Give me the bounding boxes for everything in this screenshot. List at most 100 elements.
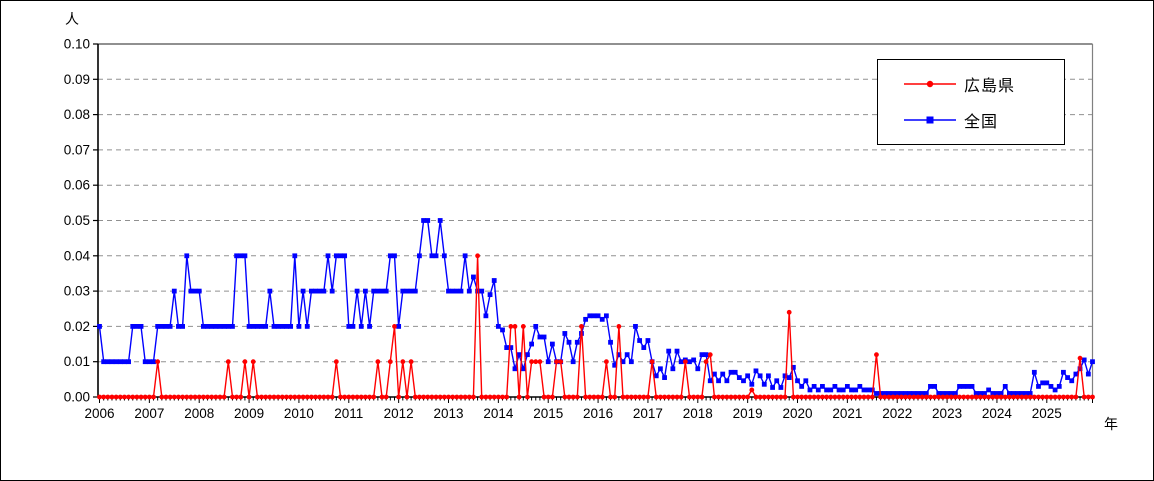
data-point-national — [724, 378, 730, 384]
data-point-hiroshima — [142, 394, 148, 400]
y-tick-label: 0.02 — [64, 319, 90, 334]
data-point-hiroshima — [682, 359, 688, 365]
data-point-hiroshima — [882, 394, 888, 400]
data-point-hiroshima — [874, 352, 879, 358]
data-point-national — [998, 391, 1004, 396]
data-point-hiroshima — [670, 394, 676, 400]
data-point-hiroshima — [242, 359, 248, 365]
data-point-national — [225, 324, 231, 329]
data-point-national — [699, 352, 705, 358]
data-point-national — [176, 324, 181, 329]
data-point-hiroshima — [790, 394, 796, 400]
data-point-national — [454, 288, 460, 294]
data-point-national — [437, 218, 443, 223]
data-point-national — [483, 313, 489, 319]
data-point-national — [425, 218, 431, 223]
data-point-national — [549, 341, 555, 347]
data-point-national — [903, 391, 908, 396]
data-point-hiroshima — [691, 394, 697, 400]
data-point-national — [595, 313, 601, 319]
data-point-hiroshima — [1065, 394, 1070, 400]
data-point-hiroshima — [275, 394, 281, 400]
data-point-hiroshima — [579, 324, 584, 329]
data-point-national — [832, 384, 838, 389]
x-year-label: 2021 — [832, 406, 862, 421]
y-tick-label: 0.04 — [64, 248, 91, 263]
x-year-label: 2013 — [433, 406, 463, 421]
data-point-hiroshima — [707, 352, 713, 358]
data-point-hiroshima — [491, 394, 497, 400]
data-point-hiroshima — [317, 394, 323, 400]
data-point-national — [849, 387, 854, 393]
data-point-national — [778, 385, 784, 390]
data-point-national — [1090, 359, 1095, 365]
data-point-hiroshima — [795, 394, 800, 400]
data-point-national — [653, 373, 659, 379]
data-point-hiroshima — [333, 359, 339, 365]
data-point-national — [982, 391, 987, 396]
data-point-hiroshima — [321, 394, 327, 400]
data-point-hiroshima — [504, 394, 510, 400]
data-point-national — [429, 253, 435, 259]
data-point-hiroshima — [761, 394, 767, 400]
data-point-national — [1081, 357, 1087, 363]
data-point-hiroshima — [279, 394, 285, 400]
data-point-hiroshima — [184, 394, 190, 400]
data-point-national — [288, 324, 294, 329]
data-point-hiroshima — [554, 359, 559, 365]
data-point-national — [736, 375, 742, 380]
data-point-national — [761, 381, 767, 387]
data-point-national — [844, 384, 850, 389]
data-point-hiroshima — [637, 394, 643, 400]
data-point-hiroshima — [325, 394, 331, 400]
data-point-hiroshima — [433, 394, 439, 400]
data-point-hiroshima — [915, 394, 921, 400]
data-point-hiroshima — [408, 359, 414, 365]
data-point-hiroshima — [666, 394, 672, 400]
data-point-hiroshima — [516, 394, 522, 400]
data-point-national — [907, 391, 913, 396]
x-year-label: 2017 — [633, 406, 663, 421]
data-point-national — [450, 288, 456, 294]
data-point-national — [591, 313, 597, 319]
x-year-label: 2019 — [733, 406, 763, 421]
data-point-national — [146, 359, 152, 365]
data-point-national — [441, 253, 447, 259]
data-point-national — [836, 387, 842, 393]
data-point-national — [687, 359, 692, 365]
data-point-national — [313, 288, 318, 294]
data-point-hiroshima — [982, 394, 987, 400]
data-point-national — [155, 324, 161, 329]
data-point-national — [1015, 391, 1021, 396]
data-point-hiroshima — [919, 394, 925, 400]
data-point-national — [300, 288, 306, 294]
data-point-national — [728, 369, 734, 375]
data-point-national — [977, 391, 983, 396]
data-point-national — [570, 359, 576, 365]
data-point-hiroshima — [313, 394, 318, 400]
legend-label-hiroshima: 広島県 — [964, 78, 1016, 95]
data-point-hiroshima — [508, 324, 514, 329]
data-point-national — [645, 338, 651, 343]
data-point-hiroshima — [250, 359, 256, 365]
data-point-hiroshima — [1023, 394, 1029, 400]
data-point-hiroshima — [595, 394, 601, 400]
data-point-national — [695, 366, 701, 372]
data-point-national — [458, 288, 464, 294]
data-point-national — [757, 373, 763, 379]
data-point-hiroshima — [853, 394, 859, 400]
data-point-hiroshima — [570, 394, 576, 400]
data-point-national — [720, 371, 726, 377]
data-point-national — [932, 384, 938, 389]
data-point-national — [371, 288, 377, 294]
data-point-national — [350, 324, 356, 329]
data-point-national — [803, 378, 809, 384]
data-point-hiroshima — [1073, 394, 1079, 400]
data-point-national — [587, 313, 593, 319]
data-point-hiroshima — [952, 394, 958, 400]
x-year-label: 2009 — [234, 406, 264, 421]
data-point-national — [304, 324, 310, 329]
data-point-national — [1052, 387, 1058, 393]
data-point-national — [259, 324, 264, 329]
data-point-national — [990, 391, 996, 396]
